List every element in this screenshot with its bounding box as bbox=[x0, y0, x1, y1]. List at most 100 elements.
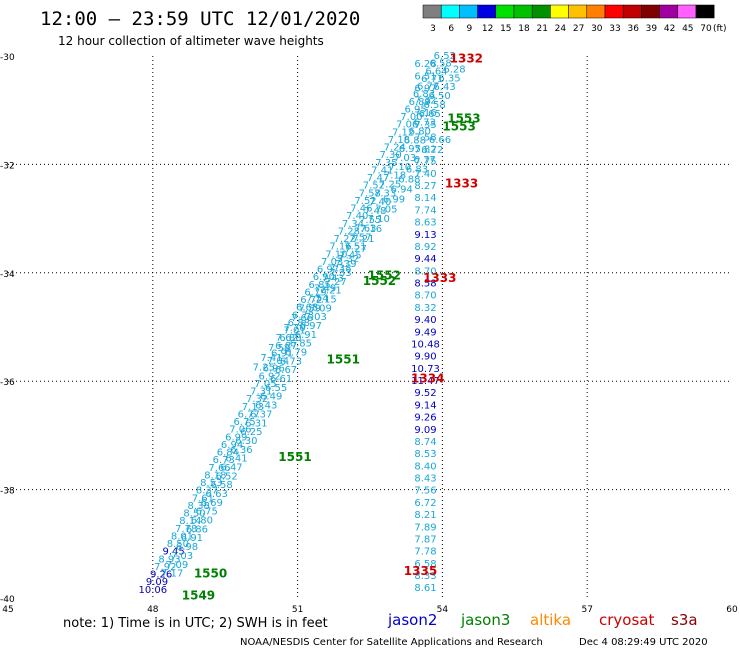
wave-height-label: 7.34 bbox=[342, 219, 364, 230]
wave-height-label: 6.84 bbox=[217, 448, 239, 459]
wave-height-label: 6.35 bbox=[438, 73, 460, 84]
wave-height-label: 7.40 bbox=[346, 211, 368, 222]
x-tick-label: 60 bbox=[726, 605, 738, 615]
colorbar-swatch bbox=[422, 4, 442, 19]
wave-height-label: 6.30 bbox=[235, 436, 257, 447]
wave-height-label: 6.97 bbox=[414, 84, 436, 95]
wave-height-label: 7.16 bbox=[360, 224, 382, 235]
wave-height-label: 7.40 bbox=[369, 197, 391, 208]
wave-height-label: 6.87 bbox=[275, 341, 297, 352]
legend-item: jason2 bbox=[387, 611, 437, 629]
colorbar-label: 6 bbox=[448, 24, 454, 34]
wave-height-label: 7.25 bbox=[379, 180, 401, 191]
wave-height-label: 7.32 bbox=[337, 254, 359, 265]
wave-height-label: 6.77 bbox=[414, 155, 436, 166]
wave-height-label: 6.71 bbox=[421, 74, 443, 85]
colorbar-label: 45 bbox=[682, 24, 693, 34]
wave-height-label: 6.68 bbox=[296, 303, 318, 314]
colorbar-swatch bbox=[495, 4, 515, 19]
wave-height-label: 8.50 bbox=[183, 509, 205, 520]
wave-height-label: 7.58 bbox=[268, 343, 290, 354]
wave-height-label: 8.53 bbox=[414, 449, 436, 460]
wave-height-label: 7.33 bbox=[329, 268, 351, 279]
wave-height-label: 7.16 bbox=[414, 108, 436, 119]
chart-title: 12:00 – 23:59 UTC 12/01/2020 bbox=[40, 8, 360, 30]
wave-height-label: 7.87 bbox=[414, 534, 436, 545]
wave-height-label: 7.25 bbox=[253, 363, 275, 374]
wave-height-label: 6.83 bbox=[413, 89, 435, 100]
pass-id-label: 1552 bbox=[368, 269, 401, 283]
colorbar-label: 12 bbox=[482, 24, 493, 34]
pass-id-label: 1335 bbox=[404, 564, 437, 578]
wave-height-label: 6.75 bbox=[196, 507, 218, 518]
colorbar: 3 6 9 12 15 18 21 24 27 30 33 36 39 42 45 70 bbox=[422, 4, 715, 34]
wave-height-label: 6.37 bbox=[250, 409, 272, 420]
colorbar-label: 70 bbox=[700, 24, 712, 34]
wave-height-label: 9.52 bbox=[414, 388, 436, 399]
wave-height-label: 10.48 bbox=[411, 339, 440, 350]
wave-height-label: 8.01 bbox=[171, 531, 193, 542]
wave-height-label: 7.06 bbox=[229, 425, 251, 436]
wave-height-label: 7.49 bbox=[314, 283, 336, 294]
wave-height-label: 7.31 bbox=[250, 387, 272, 398]
wave-height-label: 6.92 bbox=[258, 371, 280, 382]
wave-height-label: 6.28 bbox=[443, 65, 465, 76]
wave-height-label: 6.95 bbox=[404, 104, 426, 115]
wave-height-label: 6.86 bbox=[186, 524, 208, 535]
wave-height-label: 8.93 bbox=[158, 554, 180, 565]
wave-height-label: 7.01 bbox=[284, 326, 306, 337]
wave-height-label: 9.90 bbox=[414, 352, 436, 363]
wave-height-label: 7.52 bbox=[363, 181, 385, 192]
colorbar-unit: (ft) bbox=[713, 24, 727, 34]
colorbar-label: 21 bbox=[536, 24, 547, 34]
y-tick-label: -30 bbox=[0, 53, 15, 63]
colorbar-swatch bbox=[513, 4, 533, 19]
wave-height-label: 8.18 bbox=[204, 470, 226, 481]
x-tick-label: 51 bbox=[292, 605, 303, 615]
wave-height-label: 6.77 bbox=[238, 409, 260, 420]
colorbar-swatch bbox=[568, 4, 588, 19]
wave-height-label: 7.58 bbox=[414, 132, 436, 143]
wave-height-label: 7.27 bbox=[324, 277, 346, 288]
x-tick-label: 48 bbox=[147, 605, 159, 615]
wave-height-label: 7.59 bbox=[299, 303, 321, 314]
wave-height-label: 6.73 bbox=[280, 356, 302, 367]
colorbar-swatch bbox=[695, 4, 715, 19]
wave-height-label: 6.73 bbox=[213, 455, 235, 466]
colorbar-label: 42 bbox=[664, 24, 675, 34]
wave-height-label: 10.06 bbox=[138, 585, 167, 596]
wave-height-label: 6.99 bbox=[225, 432, 247, 443]
wave-height-label: 7.00 bbox=[400, 112, 422, 123]
colorbar-swatch bbox=[531, 4, 551, 19]
wave-height-label: 6.28 bbox=[414, 59, 436, 70]
wave-height-label: 8.37 bbox=[196, 486, 218, 497]
wave-height-label: 6.88 bbox=[398, 175, 420, 186]
colorbar-label: 24 bbox=[555, 24, 567, 34]
wave-height-label: 8.27 bbox=[414, 181, 436, 192]
wave-height-label: 7.92 bbox=[154, 562, 176, 573]
footer-credit: NOAA/NESDIS Center for Satellite Applica… bbox=[240, 637, 543, 648]
wave-height-label: 7.57 bbox=[349, 233, 371, 244]
wave-height-label: 9.26 bbox=[150, 570, 172, 581]
legend-item: cryosat bbox=[599, 611, 654, 629]
colorbar-label: 33 bbox=[609, 24, 620, 34]
wave-height-label: 6.88 bbox=[404, 135, 426, 146]
colorbar-label: 39 bbox=[646, 24, 658, 34]
wave-height-label: 7.28 bbox=[338, 226, 360, 237]
x-tick-label: 54 bbox=[437, 605, 449, 615]
wave-height-label: 7.82 bbox=[414, 144, 436, 155]
wave-height-label: 9.44 bbox=[414, 254, 436, 265]
wave-height-label: 7.38 bbox=[329, 264, 351, 275]
wave-height-label: 7.10 bbox=[368, 214, 390, 225]
colorbar-label: 36 bbox=[627, 24, 639, 34]
wave-height-label: 6.58 bbox=[430, 59, 452, 70]
wave-height-label: 6.91 bbox=[271, 348, 293, 359]
wave-height-label: 6.36 bbox=[230, 445, 252, 456]
wave-height-label: 6.43 bbox=[433, 82, 455, 93]
footer-timestamp: Dec 4 08:29:49 UTC 2020 bbox=[579, 637, 708, 648]
wave-height-label: 8.40 bbox=[414, 461, 436, 472]
wave-height-label: 6.49 bbox=[260, 392, 282, 403]
wave-height-label: 6.65 bbox=[419, 109, 441, 120]
wave-height-label: 7.05 bbox=[254, 379, 276, 390]
